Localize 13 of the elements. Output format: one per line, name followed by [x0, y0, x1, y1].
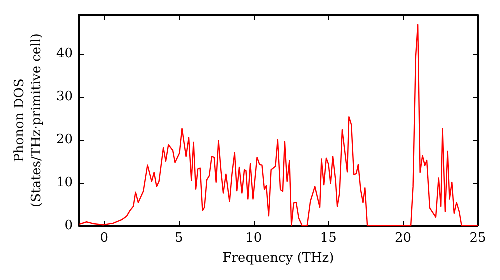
y-tick-label: 40: [56, 46, 73, 62]
y-tick-label: 20: [56, 132, 73, 148]
x-tick-label: 10: [246, 231, 262, 246]
x-tick-label: 20: [395, 231, 412, 246]
x-tick-label: 15: [320, 231, 337, 246]
y-tick-label: 10: [56, 175, 73, 190]
x-tick-label: 25: [470, 231, 486, 246]
y-tick-label: 0: [64, 218, 73, 234]
x-axis-title: Frequency (THz): [222, 250, 334, 266]
y-tick-label: 30: [56, 89, 73, 104]
x-tick-label: 0: [100, 231, 109, 246]
x-tick-label: 5: [174, 231, 184, 246]
y-axis-title: Phonon DOS (States/THz·primitive cell): [12, 33, 45, 208]
